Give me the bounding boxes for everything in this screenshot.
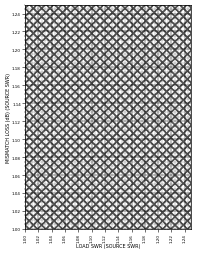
- X-axis label: LOAD SWR (SOURCE SWR): LOAD SWR (SOURCE SWR): [76, 244, 140, 248]
- Y-axis label: MISMATCH LOSS (dB) (SOURCE SWR): MISMATCH LOSS (dB) (SOURCE SWR): [6, 72, 11, 162]
